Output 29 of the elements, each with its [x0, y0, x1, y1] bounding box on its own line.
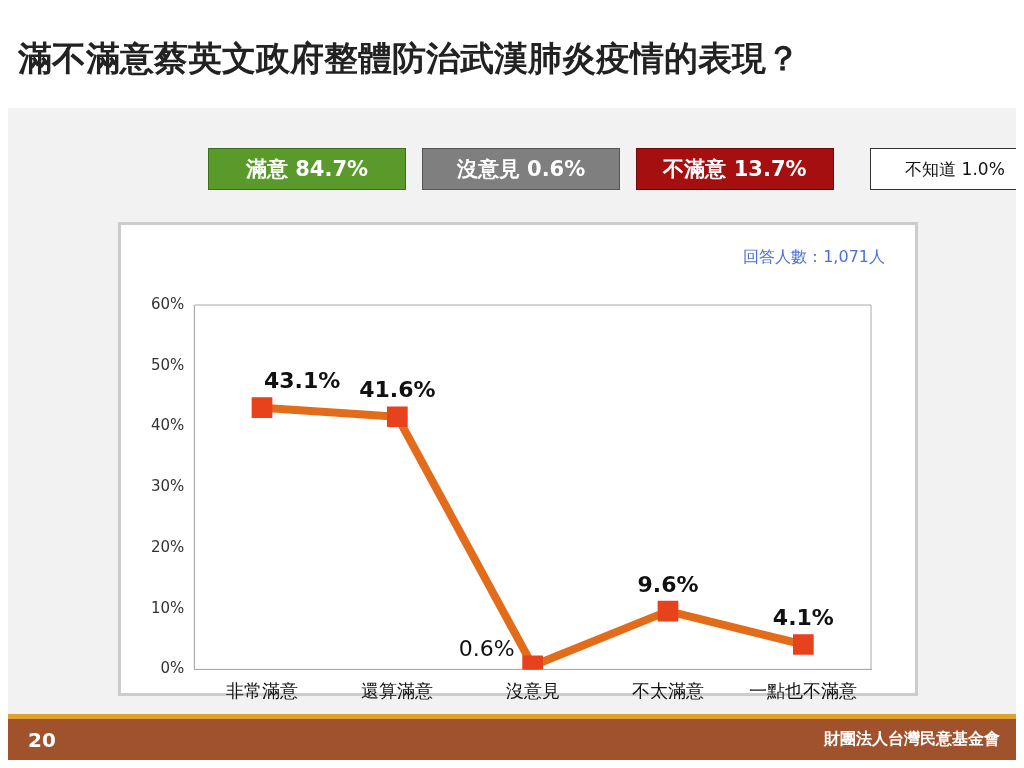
x-tick-label: 沒意見: [505, 679, 560, 701]
y-tick-label: 30%: [151, 477, 185, 496]
y-tick-label: 0%: [160, 659, 185, 678]
y-tick-label: 20%: [151, 537, 185, 556]
y-tick-label: 40%: [151, 416, 185, 435]
data-label: 41.6%: [359, 377, 436, 403]
y-tick-label: 60%: [151, 294, 185, 313]
text: 沒意見 0.6%: [422, 148, 620, 190]
data-label: 9.6%: [637, 571, 699, 597]
point: [251, 397, 273, 418]
x-tick-label: 不太滿意: [632, 679, 704, 701]
x-tick-label: 一點也不滿意: [749, 679, 858, 701]
text: 財團法人台灣民意基金會: [824, 729, 1000, 750]
x-tick-label: 還算滿意: [361, 679, 434, 701]
chart-title: 滿不滿意蔡英文政府整體防治武漢肺炎疫情的表現？: [8, 8, 1016, 108]
text: 不滿意 13.7%: [636, 148, 834, 190]
point: [792, 634, 814, 655]
data-label: 4.1%: [772, 605, 834, 631]
text: 回答人數：1,071人: [743, 247, 885, 268]
text: 滿意 84.7%: [208, 148, 406, 190]
y-tick-label: 10%: [151, 598, 185, 617]
text: 20: [28, 727, 56, 752]
y-tick-label: 50%: [151, 355, 185, 374]
point: [657, 600, 679, 622]
data-label: 43.1%: [264, 368, 341, 394]
data-label: 0.6%: [458, 636, 515, 662]
point: [386, 406, 408, 428]
text: 不知道 1.0%: [904, 157, 1006, 181]
x-tick-label: 非常滿意: [226, 679, 299, 701]
